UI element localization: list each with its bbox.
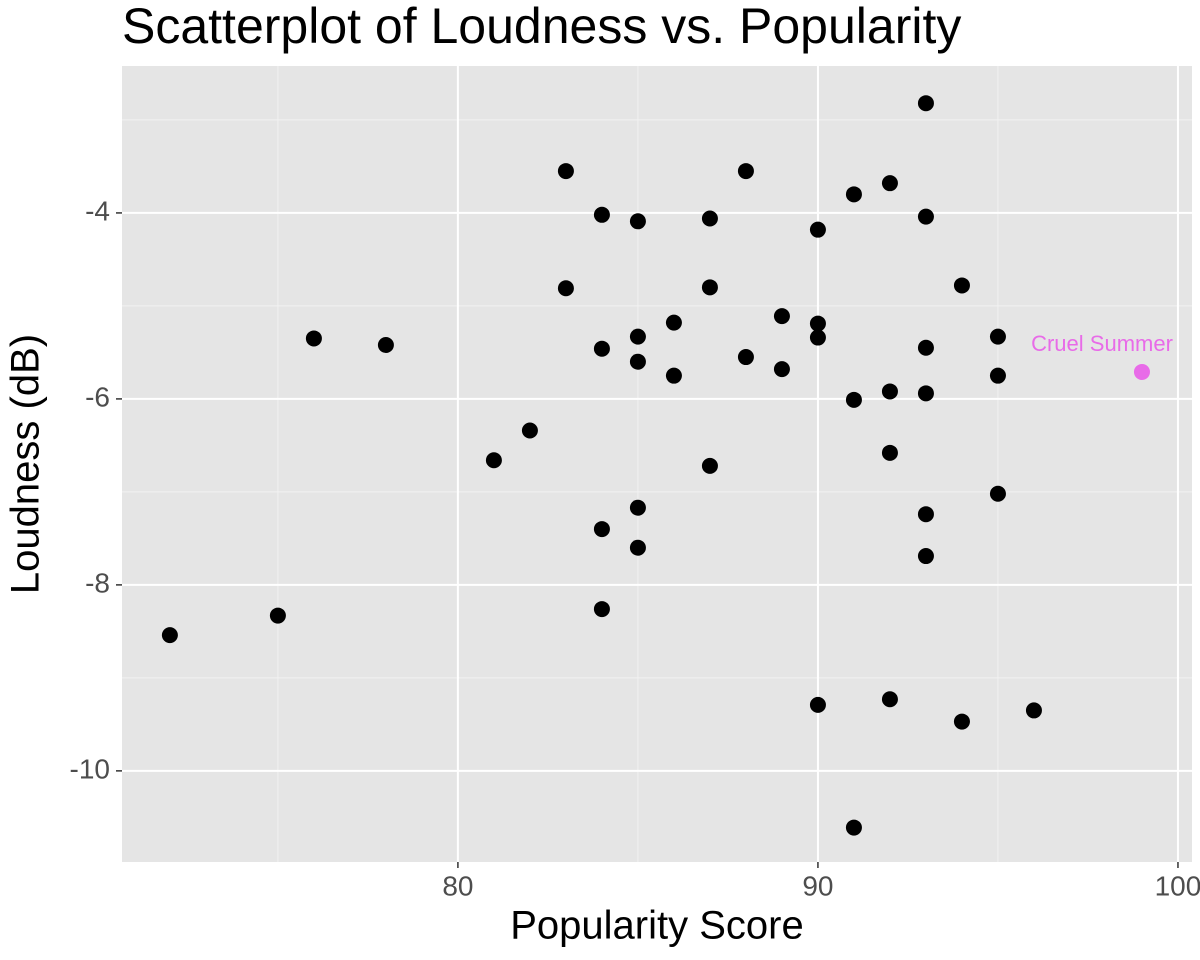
point	[593, 521, 610, 538]
point	[737, 163, 754, 180]
x-tick-label: 100	[1155, 870, 1200, 901]
point	[593, 340, 610, 357]
chart-title: Scatterplot of Loudness vs. Popularity	[122, 0, 961, 54]
y-tick-label: -4	[85, 195, 110, 226]
point	[629, 213, 646, 230]
point	[701, 210, 718, 227]
point	[989, 367, 1006, 384]
point	[377, 336, 394, 353]
point	[161, 627, 178, 644]
y-axis-title: Loudness (dB)	[4, 334, 48, 594]
point	[737, 349, 754, 366]
point	[917, 339, 934, 356]
y-tick-label: -6	[85, 381, 110, 412]
point	[593, 601, 610, 618]
point	[701, 457, 718, 474]
point	[1025, 702, 1042, 719]
highlight-point	[1133, 363, 1150, 380]
point	[881, 175, 898, 192]
panel	[122, 66, 1192, 862]
highlight-label: Cruel Summer	[1031, 331, 1173, 356]
point	[773, 308, 790, 325]
point	[629, 539, 646, 556]
point	[701, 279, 718, 296]
y-tick-label: -8	[85, 567, 110, 598]
y-tick-label: -10	[70, 753, 110, 784]
point	[809, 696, 826, 713]
point	[845, 819, 862, 836]
point	[953, 277, 970, 294]
point	[557, 280, 574, 297]
point	[809, 315, 826, 332]
point	[629, 328, 646, 345]
point	[665, 314, 682, 331]
point	[305, 330, 322, 347]
point	[269, 607, 286, 624]
point	[881, 383, 898, 400]
point	[953, 713, 970, 730]
point	[917, 506, 934, 523]
point	[521, 422, 538, 439]
point	[629, 353, 646, 370]
point	[557, 163, 574, 180]
point	[989, 328, 1006, 345]
x-tick-label: 90	[802, 870, 833, 901]
x-axis-title: Popularity Score	[510, 904, 803, 948]
point	[917, 208, 934, 225]
point	[881, 444, 898, 461]
point	[881, 691, 898, 708]
x-tick-label: 80	[442, 870, 473, 901]
point	[629, 499, 646, 516]
point	[989, 485, 1006, 502]
point	[485, 452, 502, 469]
point	[665, 367, 682, 384]
point	[809, 329, 826, 346]
point	[845, 186, 862, 203]
point	[809, 221, 826, 238]
point	[917, 95, 934, 112]
point	[917, 548, 934, 565]
point	[773, 361, 790, 378]
point	[845, 391, 862, 408]
point	[917, 385, 934, 402]
point	[593, 206, 610, 223]
